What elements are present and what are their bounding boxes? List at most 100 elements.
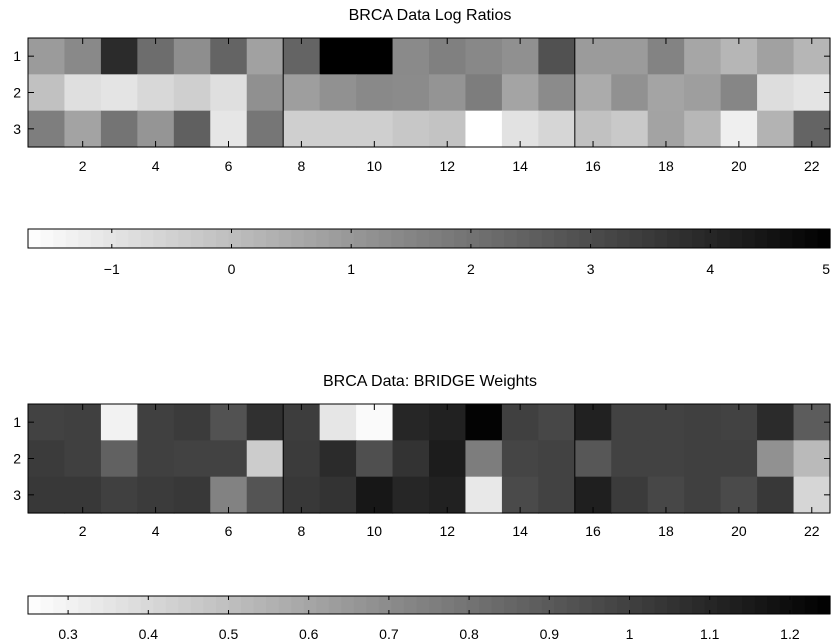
colorbar-swatch [190,596,205,614]
colorbar-swatch [278,229,292,248]
x-tick-label: 10 [367,158,383,174]
colorbar-swatch [667,229,681,248]
colorbar-swatch [729,596,743,614]
colorbar-tick-label: 0.8 [459,626,479,642]
colorbar-swatch [591,596,606,614]
heatmap-cell [647,404,685,441]
y-tick-label: 2 [13,451,21,467]
x-tick-label: 22 [804,523,820,539]
colorbar-swatch [303,229,317,248]
colorbar-swatch [717,596,731,614]
colorbar-swatch [253,596,267,614]
heatmap-cell [538,74,576,112]
colorbar-swatch [378,596,393,614]
colorbar-swatch [429,596,443,614]
log-ratio-colorbar: −1 0 1 2 3 4 5 [27,228,831,277]
colorbar-swatch [366,596,380,614]
colorbar-gradient [28,596,831,614]
colorbar-swatch [40,596,54,614]
group-boundaries [282,38,576,147]
y-tick-label: 3 [13,121,21,137]
x-tick-label: 22 [804,158,820,174]
heatmap-cell [100,440,138,478]
heatmap-cell [356,404,394,441]
colorbar-swatch [353,229,367,248]
colorbar-tick-label: 0.6 [299,626,319,642]
bridge-weights-colorbar: 0.3 0.4 0.5 0.6 0.7 0.8 0.9 1 1.1 1.2 [27,595,831,642]
heatmap-cell [246,476,284,514]
colorbar-tick-label: 1.2 [780,626,800,642]
colorbar-swatch [667,596,681,614]
heatmap-cell [210,440,248,478]
colorbar-tick-label: 0 [228,261,236,277]
colorbar-tick-label: 1 [626,626,634,642]
colorbar-swatch [804,596,819,614]
heatmap-cell [64,38,102,75]
colorbar-swatch [742,596,756,614]
heatmap-cell [283,38,321,75]
heatmap-cell [429,404,467,441]
heatmap-cell [28,404,66,441]
colorbar-tick-label: 3 [587,261,595,277]
heatmap-cell [210,404,248,441]
colorbar-swatch [190,229,205,248]
x-tick-label: 4 [152,523,160,539]
colorbar-swatch [729,229,743,248]
heatmap-cell [501,440,539,478]
colorbar-swatch [40,229,54,248]
colorbar-swatch [115,229,129,248]
heatmap-cell [246,38,284,75]
heatmap-cell [173,476,211,514]
colorbar-swatch [704,229,718,248]
chart-title: BRCA Data: BRIDGE Weights [323,373,537,390]
heatmap-cell [611,440,649,478]
colorbar-tick-label: 5 [822,261,830,277]
colorbar-swatch [291,596,305,614]
heatmap-cell [137,74,175,112]
heatmap-cell [684,440,722,478]
colorbar-swatch [366,229,380,248]
heatmap-cell [429,74,467,112]
colorbar-swatch [203,596,217,614]
colorbar-tick-label: 0.5 [219,626,239,642]
heatmap-cell [465,110,503,148]
heatmap-cell [429,440,467,478]
colorbar-swatch [792,229,806,248]
colorbar-swatch [479,229,493,248]
colorbar-swatch [466,596,480,614]
colorbar-swatch [642,596,656,614]
heatmap-cell [720,404,758,441]
colorbar-swatch [115,596,129,614]
colorbar-swatch [353,596,367,614]
colorbar-swatch [579,229,593,248]
heatmap-cell [757,404,795,441]
colorbar-swatch [616,229,631,248]
x-tick-label: 8 [298,158,306,174]
colorbar-frame [27,595,831,615]
colorbar-swatch [554,229,568,248]
heatmap-cell [611,74,649,112]
colorbar-swatch [479,596,493,614]
colorbar-swatch [416,596,430,614]
y-tick-label: 2 [13,85,21,101]
colorbar-swatch [692,229,706,248]
heatmap-cell [611,476,649,514]
heatmap-cell [28,440,66,478]
heatmap-cell [319,110,357,148]
colorbar-frame [27,228,831,249]
colorbar-swatch [291,229,305,248]
x-tick-label: 4 [152,158,160,174]
colorbar-tick-label: 2 [467,261,475,277]
colorbar-swatch [403,596,418,614]
heatmap-cell [574,404,612,441]
colorbar-tick-label: 0.7 [379,626,399,642]
colorbar-swatch [103,229,117,248]
y-tick-label: 3 [13,487,21,503]
colorbar-swatch [529,229,543,248]
bridge-weights-heatmap-panel: BRCA Data: BRIDGE Weights 2 4 6 8 10 12 14 16 18… [13,373,831,539]
heatmap-cell [100,38,138,75]
plot-frame [27,37,831,148]
colorbar-swatch [378,229,393,248]
colorbar-swatch [128,596,142,614]
heatmap-cell [757,476,795,514]
